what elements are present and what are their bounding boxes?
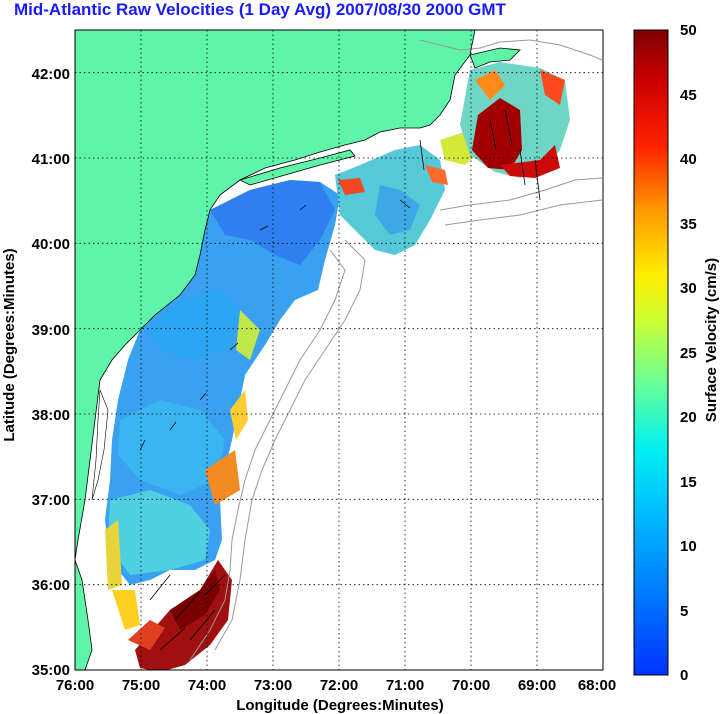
colorbar-tick-label: 5 bbox=[680, 603, 688, 620]
x-tick-label: 75:00 bbox=[122, 677, 160, 694]
colorbar-tick-label: 15 bbox=[680, 474, 697, 491]
x-tick-label: 71:00 bbox=[386, 677, 424, 694]
velocity-field-northeast bbox=[335, 62, 570, 255]
x-tick-label: 69:00 bbox=[518, 677, 556, 694]
y-tick-label: 40:00 bbox=[32, 236, 70, 253]
colorbar-tick-label: 30 bbox=[680, 280, 697, 297]
x-tick-label: 73:00 bbox=[254, 677, 292, 694]
colorbar-tick-label: 40 bbox=[680, 151, 697, 168]
y-axis-ticks: 35:00 36:00 37:00 38:00 39:00 40:00 41:0… bbox=[32, 66, 70, 679]
colorbar-ticks: 0 5 10 15 20 25 30 35 40 45 50 bbox=[680, 22, 697, 684]
colorbar-tick-label: 10 bbox=[680, 538, 697, 555]
y-tick-label: 35:00 bbox=[32, 662, 70, 679]
x-axis-ticks: 76:00 75:00 74:00 73:00 72:00 71:00 70:0… bbox=[56, 677, 616, 694]
x-axis-label: Longitude (Degrees:Minutes) bbox=[236, 697, 444, 714]
y-tick-label: 36:00 bbox=[32, 577, 70, 594]
x-tick-label: 68:00 bbox=[578, 677, 616, 694]
colorbar-tick-label: 50 bbox=[680, 22, 697, 39]
y-tick-label: 37:00 bbox=[32, 492, 70, 509]
colorbar-label: Surface Velocity (cm/s) bbox=[703, 258, 720, 422]
land-mass bbox=[75, 30, 521, 670]
y-tick-label: 42:00 bbox=[32, 66, 70, 83]
y-tick-label: 39:00 bbox=[32, 322, 70, 339]
colorbar-tick-label: 45 bbox=[680, 87, 697, 104]
x-tick-label: 72:00 bbox=[320, 677, 358, 694]
velocity-field bbox=[105, 180, 340, 670]
x-tick-label: 76:00 bbox=[56, 677, 94, 694]
y-tick-label: 38:00 bbox=[32, 407, 70, 424]
plot-frame bbox=[74, 29, 604, 671]
colorbar-gradient bbox=[633, 29, 669, 676]
bathymetry-contours bbox=[189, 39, 603, 661]
y-tick-label: 41:00 bbox=[32, 151, 70, 168]
colorbar: 0 5 10 15 20 25 30 35 40 45 50 Surface V… bbox=[633, 22, 720, 684]
colorbar-tick-label: 0 bbox=[680, 667, 688, 684]
colorbar-tick-label: 35 bbox=[680, 216, 697, 233]
x-tick-label: 70:00 bbox=[452, 677, 490, 694]
graticule-grid bbox=[75, 30, 603, 670]
colorbar-tick-label: 25 bbox=[680, 345, 697, 362]
x-tick-label: 74:00 bbox=[188, 677, 226, 694]
colorbar-tick-label: 20 bbox=[680, 409, 697, 426]
map-title: Mid-Atlantic Raw Velocities (1 Day Avg) … bbox=[14, 0, 506, 19]
y-axis-label: Latitude (Degrees:Minutes) bbox=[1, 248, 18, 441]
